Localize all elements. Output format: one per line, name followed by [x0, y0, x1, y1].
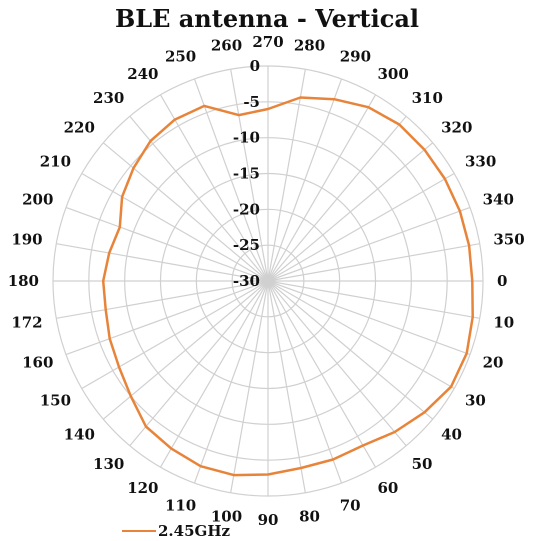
angle-label: 70: [340, 497, 361, 515]
angle-label: 280: [294, 37, 325, 55]
legend: 2.45GHz: [122, 522, 230, 540]
grid-spoke: [159, 94, 269, 282]
angle-label: 90: [258, 511, 279, 529]
grid-spoke: [56, 280, 269, 319]
grid-spoke: [230, 69, 269, 282]
grid-spoke: [267, 280, 306, 493]
grid-spoke: [230, 280, 269, 493]
grid-spoke: [267, 206, 471, 282]
angle-label: 150: [40, 392, 71, 410]
grid-spoke: [267, 280, 455, 390]
angle-label: 330: [465, 153, 496, 171]
grid-spoke: [65, 206, 269, 282]
angle-label: 50: [412, 455, 433, 473]
angle-label: 110: [165, 497, 196, 515]
angle-label: 0: [497, 272, 507, 290]
angle-label: 220: [64, 118, 95, 136]
radial-tick-label: 0: [250, 57, 260, 75]
grid-spoke: [267, 280, 407, 447]
grid-spoke: [267, 280, 434, 420]
angle-label: 10: [493, 314, 514, 332]
grid-spoke: [267, 280, 471, 356]
angle-label: 350: [493, 230, 524, 248]
grid-spoke: [193, 78, 269, 282]
grid-spoke: [267, 115, 407, 282]
series-layer: [101, 96, 474, 477]
angle-label: 260: [211, 37, 242, 55]
grid-spoke: [267, 69, 306, 282]
angle-label: 120: [127, 479, 158, 497]
angle-label: 80: [299, 507, 320, 525]
radial-tick-label: -15: [233, 165, 260, 183]
angle-label: 230: [93, 89, 124, 107]
angle-label: 300: [378, 65, 409, 83]
grid-spoke: [81, 280, 269, 390]
angle-label: 290: [340, 47, 371, 65]
angle-label: 320: [441, 118, 472, 136]
grid-spoke: [267, 280, 377, 468]
grid-spoke: [129, 115, 269, 282]
angle-label: 60: [378, 479, 399, 497]
grid-spoke: [267, 280, 343, 484]
legend-swatch: [122, 530, 156, 532]
angle-label: 30: [465, 392, 486, 410]
angle-label: 210: [40, 153, 71, 171]
angle-label: 240: [127, 65, 158, 83]
angle-label: 340: [483, 190, 514, 208]
radial-tick-label: -20: [233, 200, 260, 218]
angle-label: 160: [22, 354, 53, 372]
angle-label: 130: [93, 455, 124, 473]
legend-label: 2.45GHz: [158, 522, 231, 540]
grid-spoke: [267, 78, 343, 282]
chart-title: BLE antenna - Vertical: [114, 4, 420, 33]
radial-tick-label: -5: [243, 93, 260, 111]
grid-spoke: [102, 142, 269, 282]
grid-spoke: [81, 172, 269, 282]
angle-label: 310: [412, 89, 443, 107]
grid-spoke: [56, 243, 269, 282]
angle-label: 100: [211, 507, 242, 525]
radial-tick-label: -30: [233, 272, 260, 290]
angle-label: 190: [11, 230, 42, 248]
angle-label: 40: [441, 426, 462, 444]
angle-label: 270: [252, 33, 283, 51]
angle-label: 180: [8, 272, 39, 290]
grid-spoke: [267, 94, 377, 282]
angle-label: 20: [483, 354, 504, 372]
angle-label: 172: [11, 314, 42, 332]
radial-tick-label: -25: [233, 236, 260, 254]
radial-tick-label: -10: [233, 129, 260, 147]
grid-spoke: [65, 280, 269, 356]
grid-spoke: [129, 280, 269, 447]
grid-spoke: [267, 280, 480, 319]
grid-spoke: [193, 280, 269, 484]
grid-spoke: [159, 280, 269, 468]
angle-label: 140: [64, 426, 95, 444]
grid-spoke: [267, 243, 480, 282]
grid: [52, 65, 484, 497]
grid-spoke: [267, 142, 434, 282]
angle-label: 250: [165, 47, 196, 65]
grid-spoke: [267, 172, 455, 282]
series-line: [101, 96, 474, 477]
angle-label: 200: [22, 190, 53, 208]
